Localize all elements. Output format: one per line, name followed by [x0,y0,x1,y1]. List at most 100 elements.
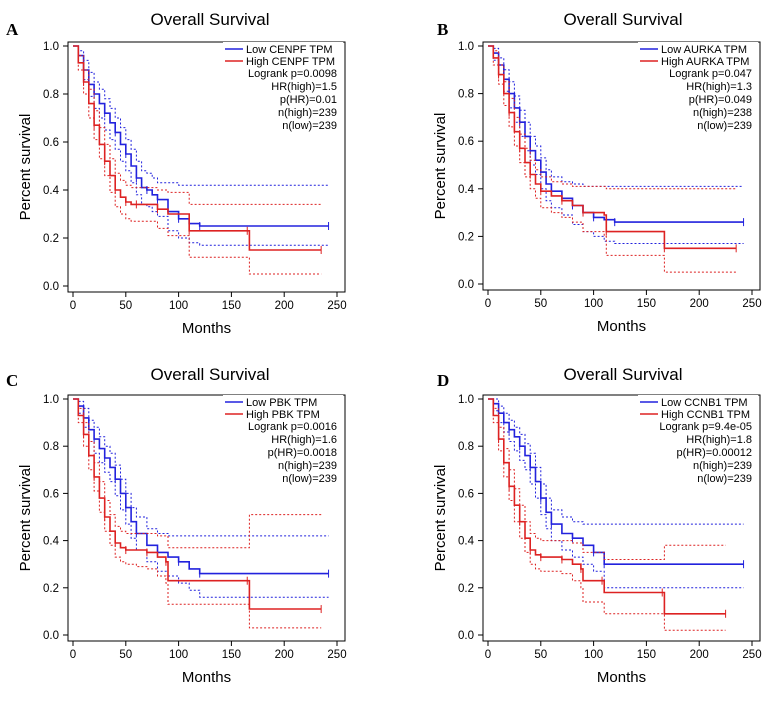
legend-stat: n(low)=239 [282,473,337,485]
y-tick-label: 0.8 [458,89,474,101]
x-tick-label: 0 [485,298,491,310]
y-tick-label: 0.4 [458,536,475,548]
y-tick-label: 1.0 [43,394,59,406]
x-tick-label: 250 [742,649,761,661]
legend-stat: Logrank p=9.4e-05 [659,421,752,433]
x-tick-label: 100 [169,649,188,661]
legend-box [638,395,758,421]
panel-letter: A [6,20,19,39]
legend-stat: p(HR)=0.01 [280,94,337,106]
x-tick-label: 100 [584,298,603,310]
x-tick-label: 0 [70,649,76,661]
y-tick-label: 0.0 [43,281,59,293]
y-tick-label: 1.0 [458,41,474,53]
chart-title: Overall Survival [150,365,269,384]
y-tick-label: 0.6 [43,137,59,149]
series-high [73,45,322,275]
legend-stat: HR(high)=1.3 [686,81,752,93]
ci-upper-line [73,398,329,537]
series-high [73,398,322,629]
ci-lower-line [73,45,322,275]
series-low [73,398,330,598]
x-tick-label: 200 [690,649,709,661]
x-tick-label: 150 [637,649,656,661]
ci-lower-line [73,45,329,246]
y-tick-label: 0.8 [458,441,474,453]
x-tick-label: 250 [327,649,346,661]
x-tick-label: 200 [690,298,709,310]
ci-upper-line [488,45,744,187]
legend-stat: n(low)=239 [282,120,337,132]
x-tick-label: 250 [327,300,346,312]
legend-stat: n(high)=239 [278,460,337,472]
legend-stat: n(high)=239 [278,107,337,119]
panel-letter: B [437,20,448,39]
ci-lower-line [488,398,726,631]
y-tick-label: 1.0 [458,394,474,406]
legend-entry: Low AURKA TPM [661,44,747,56]
y-tick-label: 0.2 [458,231,474,243]
y-tick-label: 1.0 [43,41,59,53]
legend-stat: Logrank p=0.047 [669,68,752,80]
legend-stat: n(low)=239 [697,120,752,132]
y-axis-label: Percent survival [17,114,34,221]
y-tick-label: 0.0 [458,279,474,291]
x-tick-label: 0 [70,300,76,312]
y-tick-label: 0.2 [458,583,474,595]
y-tick-label: 0.4 [43,185,60,197]
series-high [488,398,727,631]
ci-lower-line [73,398,329,598]
legend-entry: High CENPF TPM [246,56,335,68]
legend-entry: High CCNB1 TPM [661,409,750,421]
plot-frame [482,41,761,291]
ci-upper-line [488,45,737,190]
x-axis-label: Months [182,320,231,337]
y-tick-label: 0.4 [43,536,60,548]
y-tick-label: 0.6 [458,488,474,500]
legend-entry: High PBK TPM [246,409,320,421]
x-tick-label: 150 [222,649,241,661]
ci-upper-line [488,398,726,560]
legend-stat: n(high)=239 [693,460,752,472]
x-tick-label: 150 [222,300,241,312]
panel-d: D Overall Survival 0 50 100 150 200 250 0.0 0.2 0.… [432,365,762,686]
legend-stat: Logrank p=0.0016 [248,421,337,433]
legend-stat: n(high)=238 [693,107,752,119]
legend-stat: HR(high)=1.6 [271,434,337,446]
panel-letter: C [6,371,18,390]
x-tick-label: 50 [534,298,547,310]
legend-entry: Low CENPF TPM [246,44,333,56]
legend-entry: Low PBK TPM [246,397,317,409]
x-tick-label: 0 [485,649,491,661]
x-tick-label: 200 [275,649,294,661]
legend-box [223,395,343,421]
x-tick-label: 100 [584,649,603,661]
y-tick-label: 0.0 [43,630,59,642]
y-tick-label: 0.4 [458,184,475,196]
survival-curve [73,398,329,575]
y-tick-label: 0.8 [43,89,59,101]
y-tick-label: 0.6 [458,136,474,148]
x-tick-label: 50 [534,649,547,661]
x-axis-label: Months [597,318,646,335]
series-low [73,45,330,246]
y-tick-label: 0.8 [43,441,59,453]
y-tick-label: 0.0 [458,630,474,642]
panel-c: C Overall Survival 0 50 100 150 200 250 0.0 0.2 0.… [6,365,347,686]
y-tick-label: 0.2 [43,583,59,595]
x-tick-label: 250 [742,298,761,310]
ci-lower-line [73,398,322,629]
plot-frame [482,394,761,642]
legend-box [638,42,758,68]
x-tick-label: 150 [637,298,656,310]
x-tick-label: 200 [275,300,294,312]
x-tick-label: 50 [119,300,132,312]
legend-stat: HR(high)=1.8 [686,434,752,446]
panel-letter: D [437,371,449,390]
y-axis-label: Percent survival [432,465,449,572]
legend-stat: p(HR)=0.00012 [676,447,752,459]
x-tick-label: 50 [119,649,132,661]
